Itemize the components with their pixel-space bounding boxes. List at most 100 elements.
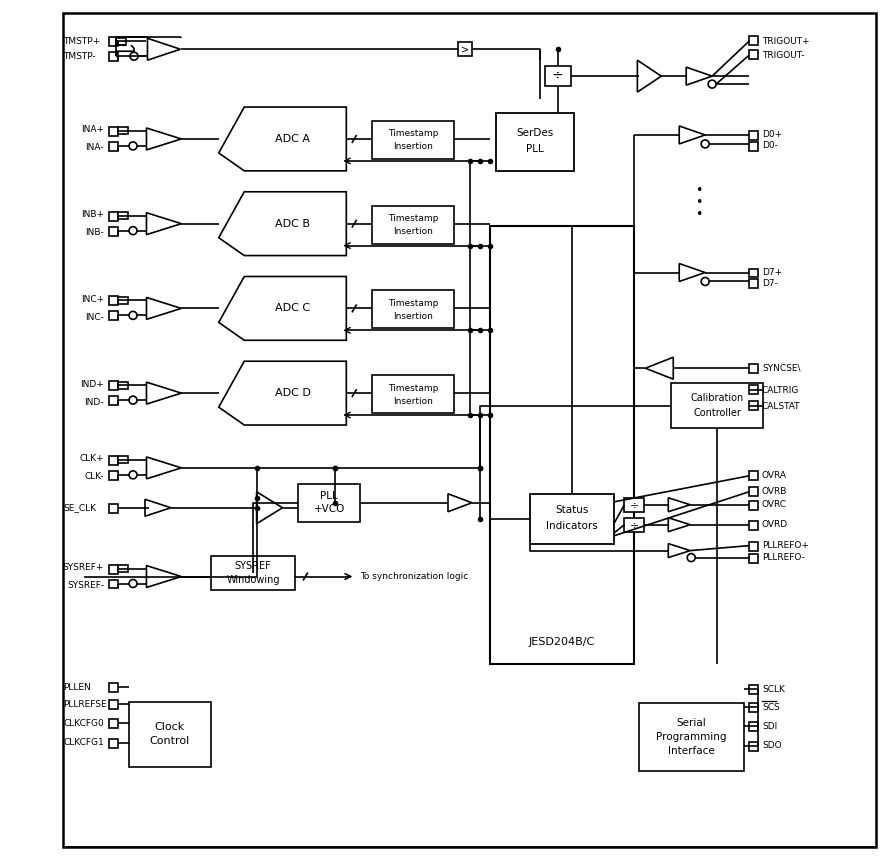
Circle shape — [701, 278, 709, 286]
Bar — [749, 542, 758, 550]
Text: Controller: Controller — [693, 408, 741, 418]
Bar — [458, 42, 472, 56]
Text: CLKCFG1: CLKCFG1 — [63, 739, 104, 747]
Bar — [109, 396, 118, 405]
Text: ADC D: ADC D — [275, 388, 311, 398]
Text: Calibration: Calibration — [691, 393, 744, 402]
Text: •: • — [695, 208, 703, 221]
Bar — [118, 382, 128, 389]
Polygon shape — [219, 361, 346, 425]
Text: ÷: ÷ — [630, 500, 639, 510]
Text: Timestamp: Timestamp — [388, 299, 438, 308]
Circle shape — [129, 142, 137, 150]
Bar — [118, 297, 128, 304]
Text: Interface: Interface — [668, 746, 715, 756]
Text: SDO: SDO — [762, 741, 781, 751]
Bar — [109, 212, 118, 221]
Polygon shape — [148, 38, 181, 60]
Polygon shape — [256, 492, 282, 524]
Polygon shape — [219, 277, 346, 341]
Polygon shape — [145, 500, 171, 516]
Bar — [298, 484, 360, 522]
Polygon shape — [147, 382, 182, 404]
Text: SYSREF: SYSREF — [235, 561, 271, 571]
Bar — [749, 401, 758, 410]
Polygon shape — [679, 126, 705, 144]
Text: PLLEN: PLLEN — [63, 683, 91, 691]
Polygon shape — [686, 67, 712, 85]
Bar — [625, 498, 644, 512]
Text: TMSTP+: TMSTP+ — [63, 37, 101, 46]
Bar — [109, 719, 118, 728]
Text: D0+: D0+ — [762, 131, 782, 139]
Text: TRIGOUT+: TRIGOUT+ — [762, 37, 810, 46]
Text: OVRD: OVRD — [762, 520, 789, 529]
Text: ADC A: ADC A — [275, 134, 311, 144]
Circle shape — [130, 52, 138, 60]
Text: PLLREFSE: PLLREFSE — [63, 700, 107, 709]
Bar — [109, 37, 118, 46]
Bar — [496, 113, 573, 171]
Text: SYNCSE\: SYNCSE\ — [762, 364, 800, 372]
Bar — [749, 742, 758, 751]
Bar — [749, 487, 758, 495]
Bar — [129, 702, 211, 767]
Bar — [749, 131, 758, 140]
Text: JESD204B/C: JESD204B/C — [529, 637, 595, 648]
Text: ADC C: ADC C — [275, 304, 311, 313]
Text: INB+: INB+ — [81, 210, 104, 219]
Text: CALSTAT: CALSTAT — [762, 402, 800, 410]
Bar — [109, 381, 118, 390]
Circle shape — [129, 580, 137, 587]
Text: INA-: INA- — [85, 144, 104, 152]
Circle shape — [129, 311, 137, 319]
Text: PLLREFO-: PLLREFO- — [762, 553, 805, 562]
Text: Timestamp: Timestamp — [388, 214, 438, 224]
Polygon shape — [679, 263, 705, 281]
Text: SCLK: SCLK — [762, 685, 785, 694]
Polygon shape — [147, 212, 182, 235]
Polygon shape — [668, 498, 691, 512]
Bar — [625, 518, 644, 531]
Polygon shape — [147, 128, 182, 150]
Polygon shape — [668, 544, 691, 557]
Circle shape — [708, 80, 716, 88]
Text: Insertion: Insertion — [393, 227, 433, 237]
Text: Indicators: Indicators — [546, 520, 598, 531]
Polygon shape — [637, 60, 661, 92]
Text: IND+: IND+ — [80, 379, 104, 389]
Polygon shape — [147, 298, 182, 319]
Bar — [118, 212, 128, 219]
Bar — [749, 142, 758, 150]
Text: •: • — [695, 196, 703, 209]
Text: SDI: SDI — [762, 722, 777, 730]
Text: Programming: Programming — [657, 732, 727, 742]
Bar — [109, 683, 118, 692]
Polygon shape — [219, 192, 346, 255]
Text: OVRC: OVRC — [762, 501, 787, 509]
Text: CLK+: CLK+ — [79, 454, 104, 464]
Bar — [749, 520, 758, 530]
Polygon shape — [147, 457, 182, 479]
Text: Serial: Serial — [676, 718, 707, 728]
Bar — [109, 580, 118, 588]
Text: PLLREFO+: PLLREFO+ — [762, 541, 809, 550]
Text: To synchronization logic: To synchronization logic — [360, 572, 468, 581]
Polygon shape — [448, 494, 472, 512]
Polygon shape — [645, 357, 673, 379]
Bar — [749, 385, 758, 394]
Bar — [749, 471, 758, 480]
Bar — [372, 291, 454, 329]
Text: INB-: INB- — [85, 228, 104, 237]
Bar — [530, 494, 614, 544]
Text: Insertion: Insertion — [393, 143, 433, 151]
Bar — [109, 227, 118, 236]
Bar — [118, 457, 128, 464]
Polygon shape — [219, 107, 346, 171]
Bar — [639, 703, 744, 771]
Text: TMSTP-: TMSTP- — [63, 52, 96, 61]
Bar — [749, 50, 758, 59]
Text: TRIGOUT-: TRIGOUT- — [762, 51, 805, 59]
Bar — [749, 365, 758, 373]
Text: SerDes: SerDes — [516, 128, 554, 138]
